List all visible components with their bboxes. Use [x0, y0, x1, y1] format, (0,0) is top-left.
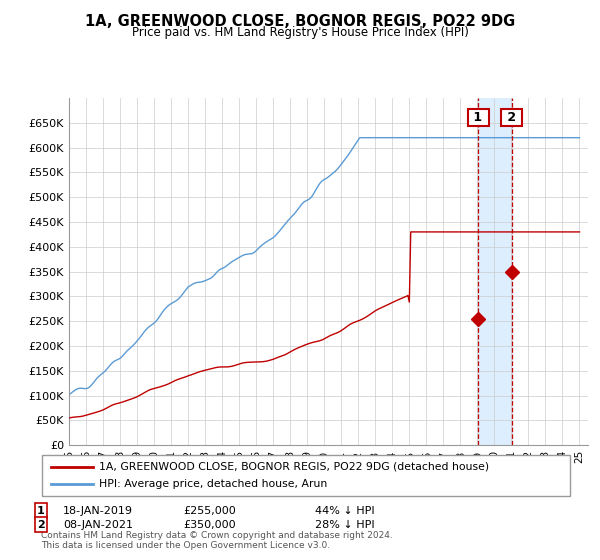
Text: HPI: Average price, detached house, Arun: HPI: Average price, detached house, Arun — [99, 479, 327, 489]
Text: 2: 2 — [37, 520, 44, 530]
Text: Price paid vs. HM Land Registry's House Price Index (HPI): Price paid vs. HM Land Registry's House … — [131, 26, 469, 39]
Text: 08-JAN-2021: 08-JAN-2021 — [63, 520, 133, 530]
Text: 18-JAN-2019: 18-JAN-2019 — [63, 506, 133, 516]
Text: 1A, GREENWOOD CLOSE, BOGNOR REGIS, PO22 9DG (detached house): 1A, GREENWOOD CLOSE, BOGNOR REGIS, PO22 … — [99, 461, 489, 472]
Text: 1A, GREENWOOD CLOSE, BOGNOR REGIS, PO22 9DG: 1A, GREENWOOD CLOSE, BOGNOR REGIS, PO22 … — [85, 14, 515, 29]
Text: 28% ↓ HPI: 28% ↓ HPI — [315, 520, 374, 530]
Text: £350,000: £350,000 — [183, 520, 236, 530]
Text: £255,000: £255,000 — [183, 506, 236, 516]
Text: 44% ↓ HPI: 44% ↓ HPI — [315, 506, 374, 516]
Text: 1: 1 — [469, 111, 487, 124]
Text: 2: 2 — [503, 111, 521, 124]
Text: 1: 1 — [37, 506, 44, 516]
Text: Contains HM Land Registry data © Crown copyright and database right 2024.
This d: Contains HM Land Registry data © Crown c… — [41, 530, 392, 550]
Bar — [478, 98, 512, 445]
